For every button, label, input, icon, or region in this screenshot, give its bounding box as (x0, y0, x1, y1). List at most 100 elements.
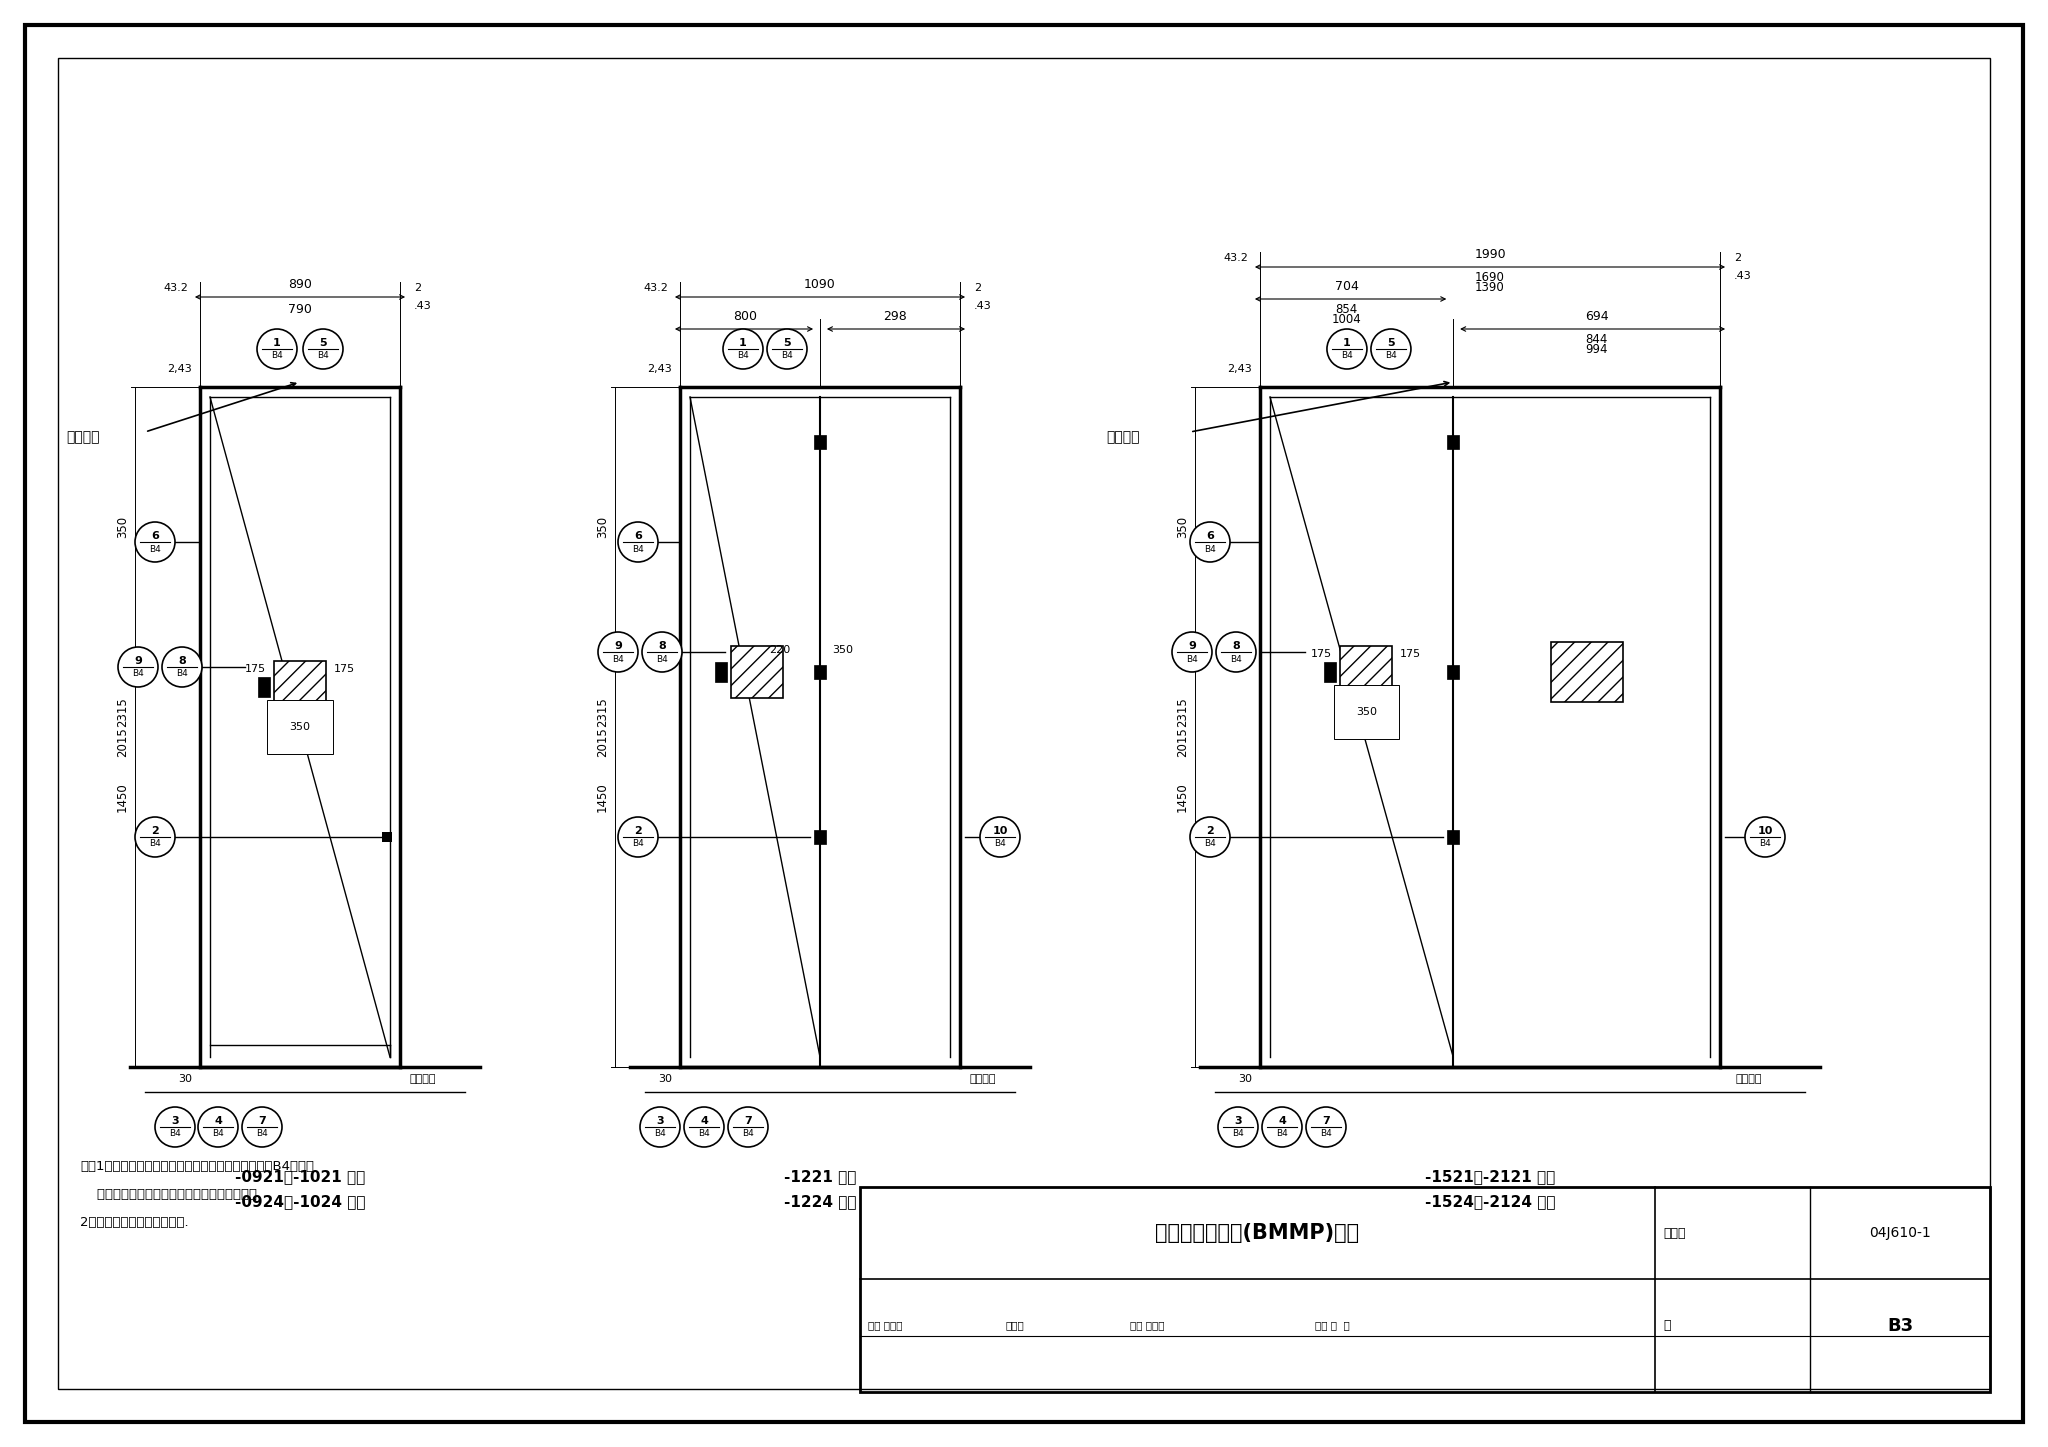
Text: 王沁光: 王沁光 (1006, 1321, 1024, 1331)
Text: B4: B4 (1759, 839, 1772, 848)
Text: .43: .43 (975, 301, 991, 311)
Text: 2: 2 (152, 826, 160, 836)
Circle shape (119, 647, 158, 687)
Text: 室内标高: 室内标高 (410, 1074, 436, 1084)
Bar (1450, 832, 1458, 842)
Text: 3: 3 (1235, 1116, 1241, 1126)
Text: 175: 175 (1311, 650, 1333, 658)
Text: 2: 2 (635, 826, 641, 836)
Text: 43.2: 43.2 (643, 284, 668, 292)
Text: B4: B4 (270, 352, 283, 360)
Text: 175: 175 (334, 664, 354, 674)
Text: 门扇中心: 门扇中心 (1106, 430, 1141, 444)
Text: B4: B4 (612, 654, 625, 664)
Text: -1524～-2124 立面: -1524～-2124 立面 (1425, 1195, 1554, 1210)
Text: 8: 8 (657, 641, 666, 651)
Circle shape (618, 818, 657, 857)
Text: B4: B4 (133, 670, 143, 679)
Bar (1550, 642, 1622, 702)
Text: 2015: 2015 (596, 728, 608, 757)
Text: -0921～-1021 立面: -0921～-1021 立面 (236, 1169, 365, 1185)
Text: 10: 10 (1757, 826, 1774, 836)
Bar (1448, 436, 1458, 449)
Text: -1521～-2121 立面: -1521～-2121 立面 (1425, 1169, 1554, 1185)
Text: 220: 220 (768, 645, 791, 655)
Text: 2315: 2315 (117, 697, 129, 726)
Text: 2: 2 (975, 284, 981, 292)
Circle shape (1327, 328, 1366, 369)
Text: 1390: 1390 (1475, 281, 1505, 294)
Text: 6: 6 (635, 531, 641, 541)
Text: 30: 30 (178, 1074, 193, 1084)
Text: 图集号: 图集号 (1663, 1227, 1686, 1240)
Text: 1: 1 (272, 339, 281, 347)
Text: 7: 7 (258, 1116, 266, 1126)
Text: 1: 1 (1343, 339, 1352, 347)
Circle shape (303, 328, 342, 369)
Text: 890: 890 (289, 278, 311, 291)
Bar (1339, 645, 1393, 697)
Bar (860, 1187, 1991, 1392)
Text: 6: 6 (152, 531, 160, 541)
Text: 350: 350 (596, 517, 608, 538)
Text: 1450: 1450 (596, 783, 608, 812)
Circle shape (135, 522, 174, 561)
Text: B4: B4 (1276, 1130, 1288, 1139)
Circle shape (723, 328, 764, 369)
Circle shape (727, 1107, 768, 1147)
Circle shape (639, 1107, 680, 1147)
Text: 9: 9 (133, 655, 141, 666)
Text: B4: B4 (633, 544, 643, 554)
Text: 994: 994 (1585, 343, 1608, 356)
Text: 694: 694 (1585, 310, 1608, 323)
Circle shape (1262, 1107, 1303, 1147)
Text: B3: B3 (1886, 1317, 1913, 1334)
Text: 6: 6 (1206, 531, 1214, 541)
Circle shape (684, 1107, 725, 1147)
Text: 350: 350 (1356, 708, 1376, 718)
Text: 350: 350 (289, 722, 311, 732)
Text: -1224 立面: -1224 立面 (784, 1195, 856, 1210)
Circle shape (1217, 632, 1255, 671)
Bar (731, 645, 782, 697)
Bar (1448, 831, 1458, 844)
Text: 7: 7 (1323, 1116, 1329, 1126)
Text: 9: 9 (1188, 641, 1196, 651)
Bar (813, 831, 825, 844)
Text: B4: B4 (1204, 544, 1217, 554)
Text: 2015: 2015 (117, 728, 129, 757)
Text: 审核 王祖光: 审核 王祖光 (868, 1321, 903, 1331)
Circle shape (598, 632, 639, 671)
Text: 30: 30 (657, 1074, 672, 1084)
Text: B4: B4 (176, 670, 188, 679)
Bar (258, 677, 270, 697)
Text: 2,43: 2,43 (168, 365, 193, 373)
Circle shape (156, 1107, 195, 1147)
Text: B4: B4 (150, 544, 162, 554)
Circle shape (1745, 818, 1786, 857)
Text: B4: B4 (698, 1130, 711, 1139)
Text: 350: 350 (831, 645, 854, 655)
Circle shape (1219, 1107, 1257, 1147)
Circle shape (1190, 818, 1231, 857)
Text: 1004: 1004 (1331, 313, 1362, 326)
Text: -0924～-1024 立面: -0924～-1024 立面 (236, 1195, 365, 1210)
Text: 7: 7 (743, 1116, 752, 1126)
Text: B4: B4 (741, 1130, 754, 1139)
Bar (1448, 666, 1458, 679)
Text: B4: B4 (780, 352, 793, 360)
Text: 10: 10 (993, 826, 1008, 836)
Text: 页: 页 (1663, 1320, 1671, 1333)
Text: 校对 李正刚: 校对 李正刚 (1130, 1321, 1165, 1331)
Text: 3: 3 (172, 1116, 178, 1126)
Text: B4: B4 (1384, 352, 1397, 360)
Text: 2: 2 (414, 284, 422, 292)
Text: 8: 8 (1233, 641, 1239, 651)
Text: 4: 4 (700, 1116, 709, 1126)
Text: B4: B4 (213, 1130, 223, 1139)
Text: 4: 4 (215, 1116, 221, 1126)
Circle shape (618, 522, 657, 561)
Text: B4: B4 (1341, 352, 1354, 360)
Text: 854: 854 (1335, 302, 1358, 315)
Text: 5: 5 (782, 339, 791, 347)
